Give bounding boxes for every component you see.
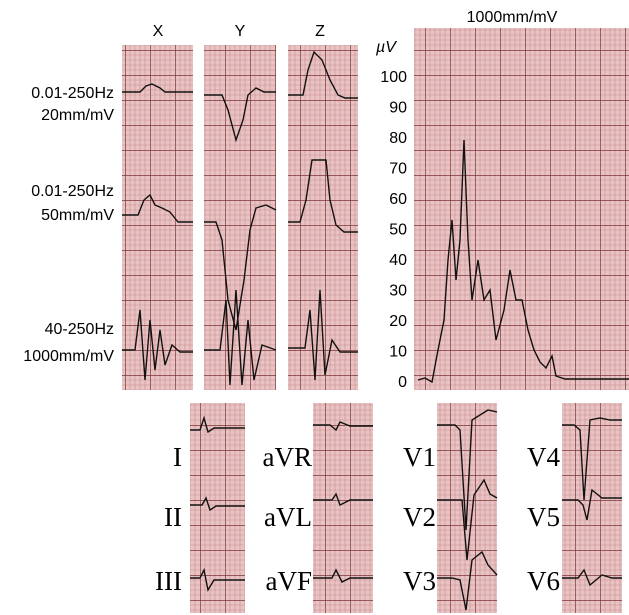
gain-label: 50mm/mV	[41, 207, 114, 224]
panel-y	[204, 45, 276, 390]
trace	[190, 415, 245, 592]
trace	[204, 204, 277, 331]
gain-label: 1000mm/mV	[23, 348, 114, 365]
lead-label: V4	[527, 442, 560, 472]
column-label: X	[153, 23, 164, 40]
lead-label: V1	[403, 442, 436, 472]
y-tick-label: 10	[389, 344, 407, 361]
trace	[437, 409, 498, 611]
traces	[122, 50, 629, 611]
trace	[562, 417, 622, 587]
trace	[288, 289, 358, 381]
lead-label: V3	[403, 566, 436, 596]
grid-panels	[122, 28, 629, 613]
trace	[122, 83, 193, 93]
lead-label: aVL	[264, 502, 312, 532]
column-label: Y	[235, 23, 246, 40]
labels: X Y Z 0.01-250Hz 20mm/mV 0.01-250Hz 50mm…	[23, 9, 557, 365]
lead-label: aVR	[263, 442, 313, 472]
y-tick-label: 0	[398, 374, 407, 391]
magnified-title: 1000mm/mV	[467, 9, 558, 26]
column-label: Z	[315, 23, 325, 40]
y-tick-label: 30	[389, 283, 407, 300]
lead-label: V6	[527, 566, 560, 596]
y-tick-label: 20	[389, 313, 407, 330]
y-tick-label: 100	[380, 69, 407, 86]
trace	[288, 159, 358, 233]
y-ticks: 0 10 20 30 40 50 60 70 80 90 100	[380, 69, 407, 391]
trace	[204, 289, 277, 386]
trace	[204, 87, 276, 143]
lead-label: V2	[403, 502, 436, 532]
lead-label: I	[173, 442, 182, 472]
lead-label: aVF	[266, 566, 313, 596]
panel-magnified	[414, 28, 629, 390]
strip-limb	[190, 403, 245, 613]
trace	[313, 421, 373, 583]
y-tick-label: 70	[389, 161, 407, 178]
filter-label: 0.01-250Hz	[31, 183, 114, 200]
y-tick-label: 80	[389, 130, 407, 147]
lead-label: V5	[527, 502, 560, 532]
lead-label: II	[164, 502, 182, 532]
filter-label: 0.01-250Hz	[31, 85, 114, 102]
strip-v4	[562, 403, 622, 613]
trace	[417, 139, 629, 384]
y-tick-label: 90	[389, 100, 407, 117]
y-tick-label: 50	[389, 222, 407, 239]
filter-label: 40-250Hz	[45, 321, 114, 338]
gain-label: 20mm/mV	[41, 107, 114, 124]
y-tick-label: 40	[389, 252, 407, 269]
trace	[122, 193, 193, 223]
y-tick-label: 60	[389, 191, 407, 208]
trace	[288, 50, 358, 99]
unit-label: µV	[375, 39, 397, 56]
trace	[122, 309, 193, 381]
panel-x	[122, 45, 193, 390]
lead-label: III	[155, 566, 182, 596]
